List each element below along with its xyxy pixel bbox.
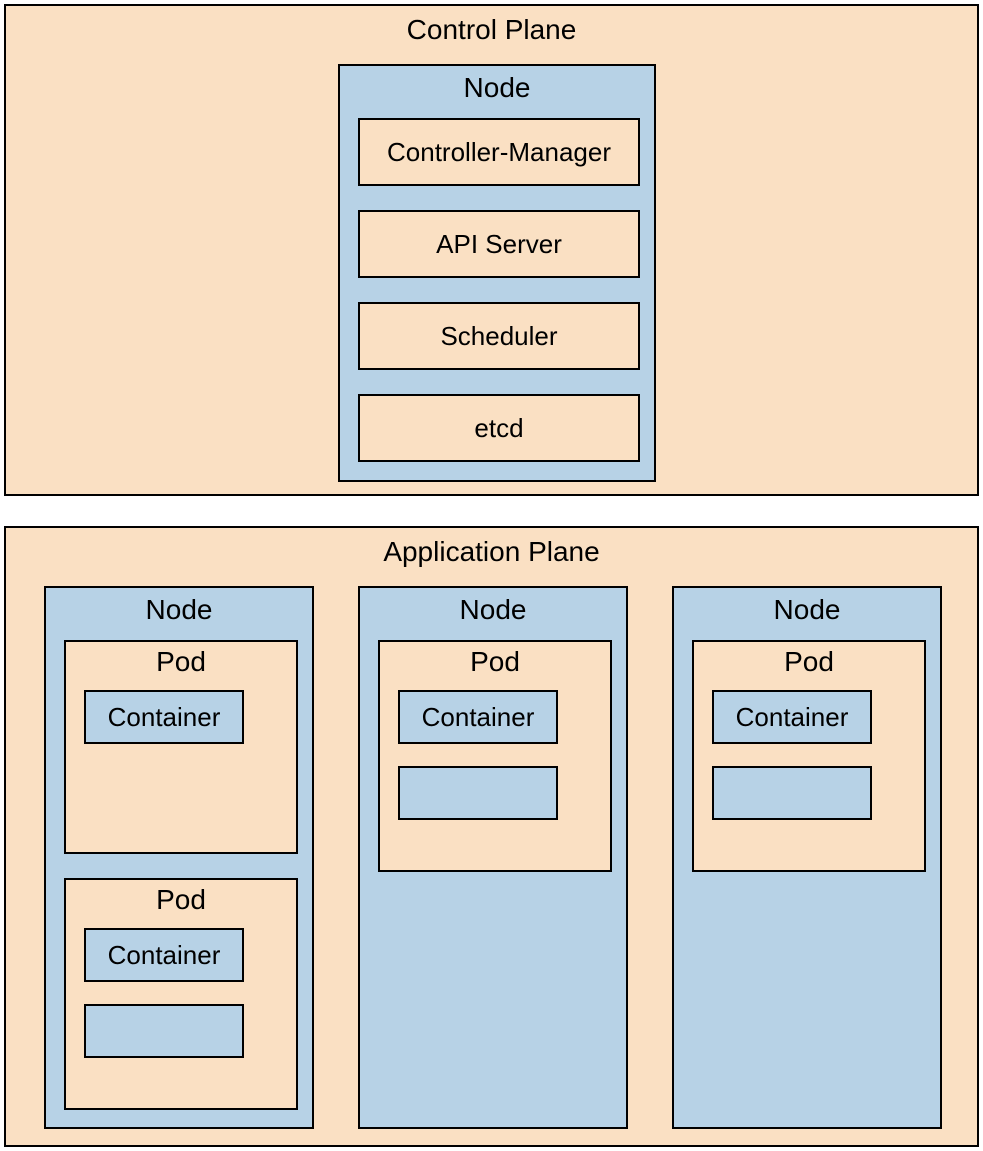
application-plane-title: Application Plane: [6, 536, 977, 568]
diagram-canvas: Control Plane Node Controller-Manager API…: [0, 0, 983, 1151]
control-plane-component: API Server: [358, 210, 640, 278]
application-plane: Application Plane Node Pod Container Pod Con…: [4, 526, 979, 1147]
pod-title: Pod: [694, 646, 924, 678]
pod: Pod Container: [64, 878, 298, 1110]
pod-title: Pod: [66, 646, 296, 678]
container-box: [398, 766, 558, 820]
control-plane: Control Plane Node Controller-Manager API…: [4, 4, 979, 496]
container-box: [712, 766, 872, 820]
node-title: Node: [46, 594, 312, 626]
application-plane-node: Node Pod Container: [672, 586, 942, 1129]
application-plane-node: Node Pod Container Pod Container: [44, 586, 314, 1129]
node-title: Node: [360, 594, 626, 626]
container-box: Container: [84, 928, 244, 982]
node-title: Node: [674, 594, 940, 626]
control-plane-component: Scheduler: [358, 302, 640, 370]
container-box: [84, 1004, 244, 1058]
pod-title: Pod: [66, 884, 296, 916]
container-box: Container: [84, 690, 244, 744]
control-plane-component: Controller-Manager: [358, 118, 640, 186]
application-plane-node: Node Pod Container: [358, 586, 628, 1129]
pod: Pod Container: [378, 640, 612, 872]
control-plane-component: etcd: [358, 394, 640, 462]
pod: Pod Container: [64, 640, 298, 854]
pod: Pod Container: [692, 640, 926, 872]
container-box: Container: [398, 690, 558, 744]
control-plane-title: Control Plane: [6, 14, 977, 46]
node-title: Node: [340, 72, 654, 104]
control-plane-node: Node Controller-Manager API Server Schedul…: [338, 64, 656, 482]
pod-title: Pod: [380, 646, 610, 678]
container-box: Container: [712, 690, 872, 744]
